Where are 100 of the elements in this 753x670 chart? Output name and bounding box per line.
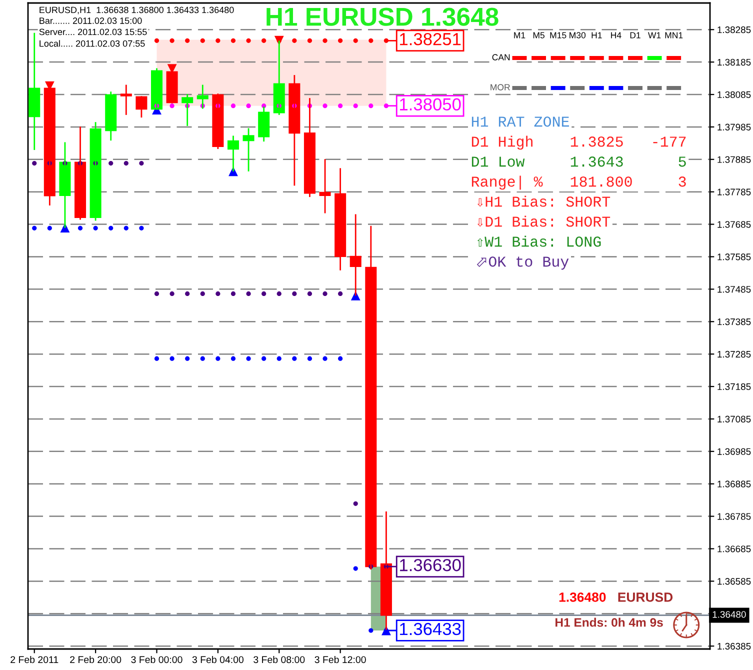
point	[246, 291, 251, 296]
point	[200, 291, 205, 296]
chart-title: H1 EURUSD 1.3648	[266, 8, 498, 26]
point	[246, 104, 251, 108]
point	[307, 356, 312, 361]
annotation: Server.... 2011.02.03 15:55	[39, 28, 147, 36]
candlestick	[90, 121, 102, 222]
candlestick	[288, 74, 300, 186]
y-tick-label: 1.36385	[718, 642, 751, 650]
annotation: Range| % 181.800 3	[472, 176, 686, 190]
annotation: W1	[648, 32, 661, 38]
point	[276, 291, 282, 296]
point	[322, 291, 328, 296]
point	[353, 104, 358, 108]
point	[338, 38, 343, 43]
point	[292, 291, 297, 296]
y-tick-label: 1.37585	[718, 254, 751, 260]
point	[185, 291, 190, 296]
candlestick	[120, 84, 132, 116]
annotation: ⇩D1 Bias: SHORT	[477, 216, 610, 227]
point	[139, 226, 144, 230]
y-tick-label: 1.36785	[718, 513, 751, 520]
y-tick-label: 1.37185	[718, 383, 751, 390]
candlestick	[319, 158, 331, 214]
annotation: ⇧W1 Bias: LONG	[477, 236, 601, 247]
x-tick-label: 2 Feb 2011	[10, 656, 58, 664]
annotation: ⇩H1 Bias: SHORT	[477, 196, 610, 207]
y-tick-label: 1.37085	[718, 416, 751, 422]
point	[154, 291, 160, 296]
point	[246, 38, 251, 43]
point	[338, 291, 343, 296]
point	[322, 38, 328, 43]
point	[262, 356, 266, 361]
point	[338, 104, 343, 108]
annotation: ⬀OK to Buy	[476, 256, 569, 270]
annotation: M15	[550, 32, 566, 38]
point	[124, 226, 128, 230]
annotation: CAN	[492, 54, 510, 60]
point	[108, 160, 114, 166]
point	[154, 356, 160, 361]
point	[170, 38, 174, 43]
annotation: 1.36433	[400, 622, 461, 636]
point	[262, 38, 266, 43]
point	[216, 38, 220, 43]
candlestick	[136, 95, 148, 118]
point	[185, 356, 190, 361]
annotation: H4	[611, 32, 622, 38]
point	[276, 356, 282, 361]
point	[93, 226, 98, 230]
point	[200, 356, 205, 361]
annotation: MOR	[490, 84, 510, 90]
y-tick-label: 1.38285	[718, 26, 751, 34]
y-tick-label: 1.37385	[718, 318, 751, 326]
y-tick-label: 1.36885	[718, 480, 751, 488]
point	[170, 291, 174, 296]
annotation: 1.36630	[400, 558, 461, 572]
annotation: Bar....... 2011.02.03 15:00	[40, 18, 142, 24]
annotation: MN1	[665, 32, 683, 38]
annotation: D1 Low 1.3643 5	[472, 156, 686, 167]
y-tick-label: 1.37985	[718, 124, 751, 130]
point	[246, 356, 251, 361]
point	[338, 356, 343, 361]
point	[139, 160, 144, 166]
point	[230, 104, 236, 108]
point	[200, 38, 205, 43]
point	[353, 501, 358, 506]
y-tick-label: 1.36985	[718, 448, 751, 455]
y-tick-label: 1.36585	[718, 578, 751, 585]
point	[353, 38, 358, 43]
annotation: H1 RAT ZONE	[472, 116, 569, 127]
point	[230, 356, 236, 361]
annotation: D1 High 1.3825 -177	[472, 136, 686, 150]
point	[230, 291, 236, 296]
point	[32, 226, 37, 230]
point	[230, 38, 236, 43]
annotation: H1	[592, 32, 602, 38]
point	[292, 356, 297, 361]
point	[170, 104, 174, 108]
y-tick-label: 1.38085	[718, 91, 751, 98]
point	[108, 226, 114, 230]
x-tick-label: 2 Feb 20:00	[70, 656, 122, 664]
y-tick-label: 1.37685	[718, 221, 751, 228]
annotation: 1.38251	[400, 33, 461, 46]
y-tick-label: 1.37285	[718, 350, 751, 358]
annotation: M30	[570, 32, 586, 38]
point	[154, 38, 160, 43]
annotation: H1 Ends: 0h 4m 9s	[556, 618, 663, 627]
annotation: EURUSD,H1 1.36638 1.36800 1.36433 1.36480	[40, 6, 234, 14]
point	[124, 160, 128, 166]
annotation: EURUSD	[618, 592, 673, 602]
point	[78, 226, 83, 230]
candlestick	[242, 128, 254, 172]
annotation: 1.38050	[400, 98, 461, 111]
annotation: Local..... 2011.02.03 07:55	[40, 40, 145, 47]
x-tick-label: 3 Feb 12:00	[314, 656, 366, 664]
y-tick-label: 1.37485	[718, 286, 751, 293]
point	[353, 566, 358, 571]
point	[322, 356, 328, 361]
point	[262, 291, 266, 296]
point	[368, 38, 374, 43]
